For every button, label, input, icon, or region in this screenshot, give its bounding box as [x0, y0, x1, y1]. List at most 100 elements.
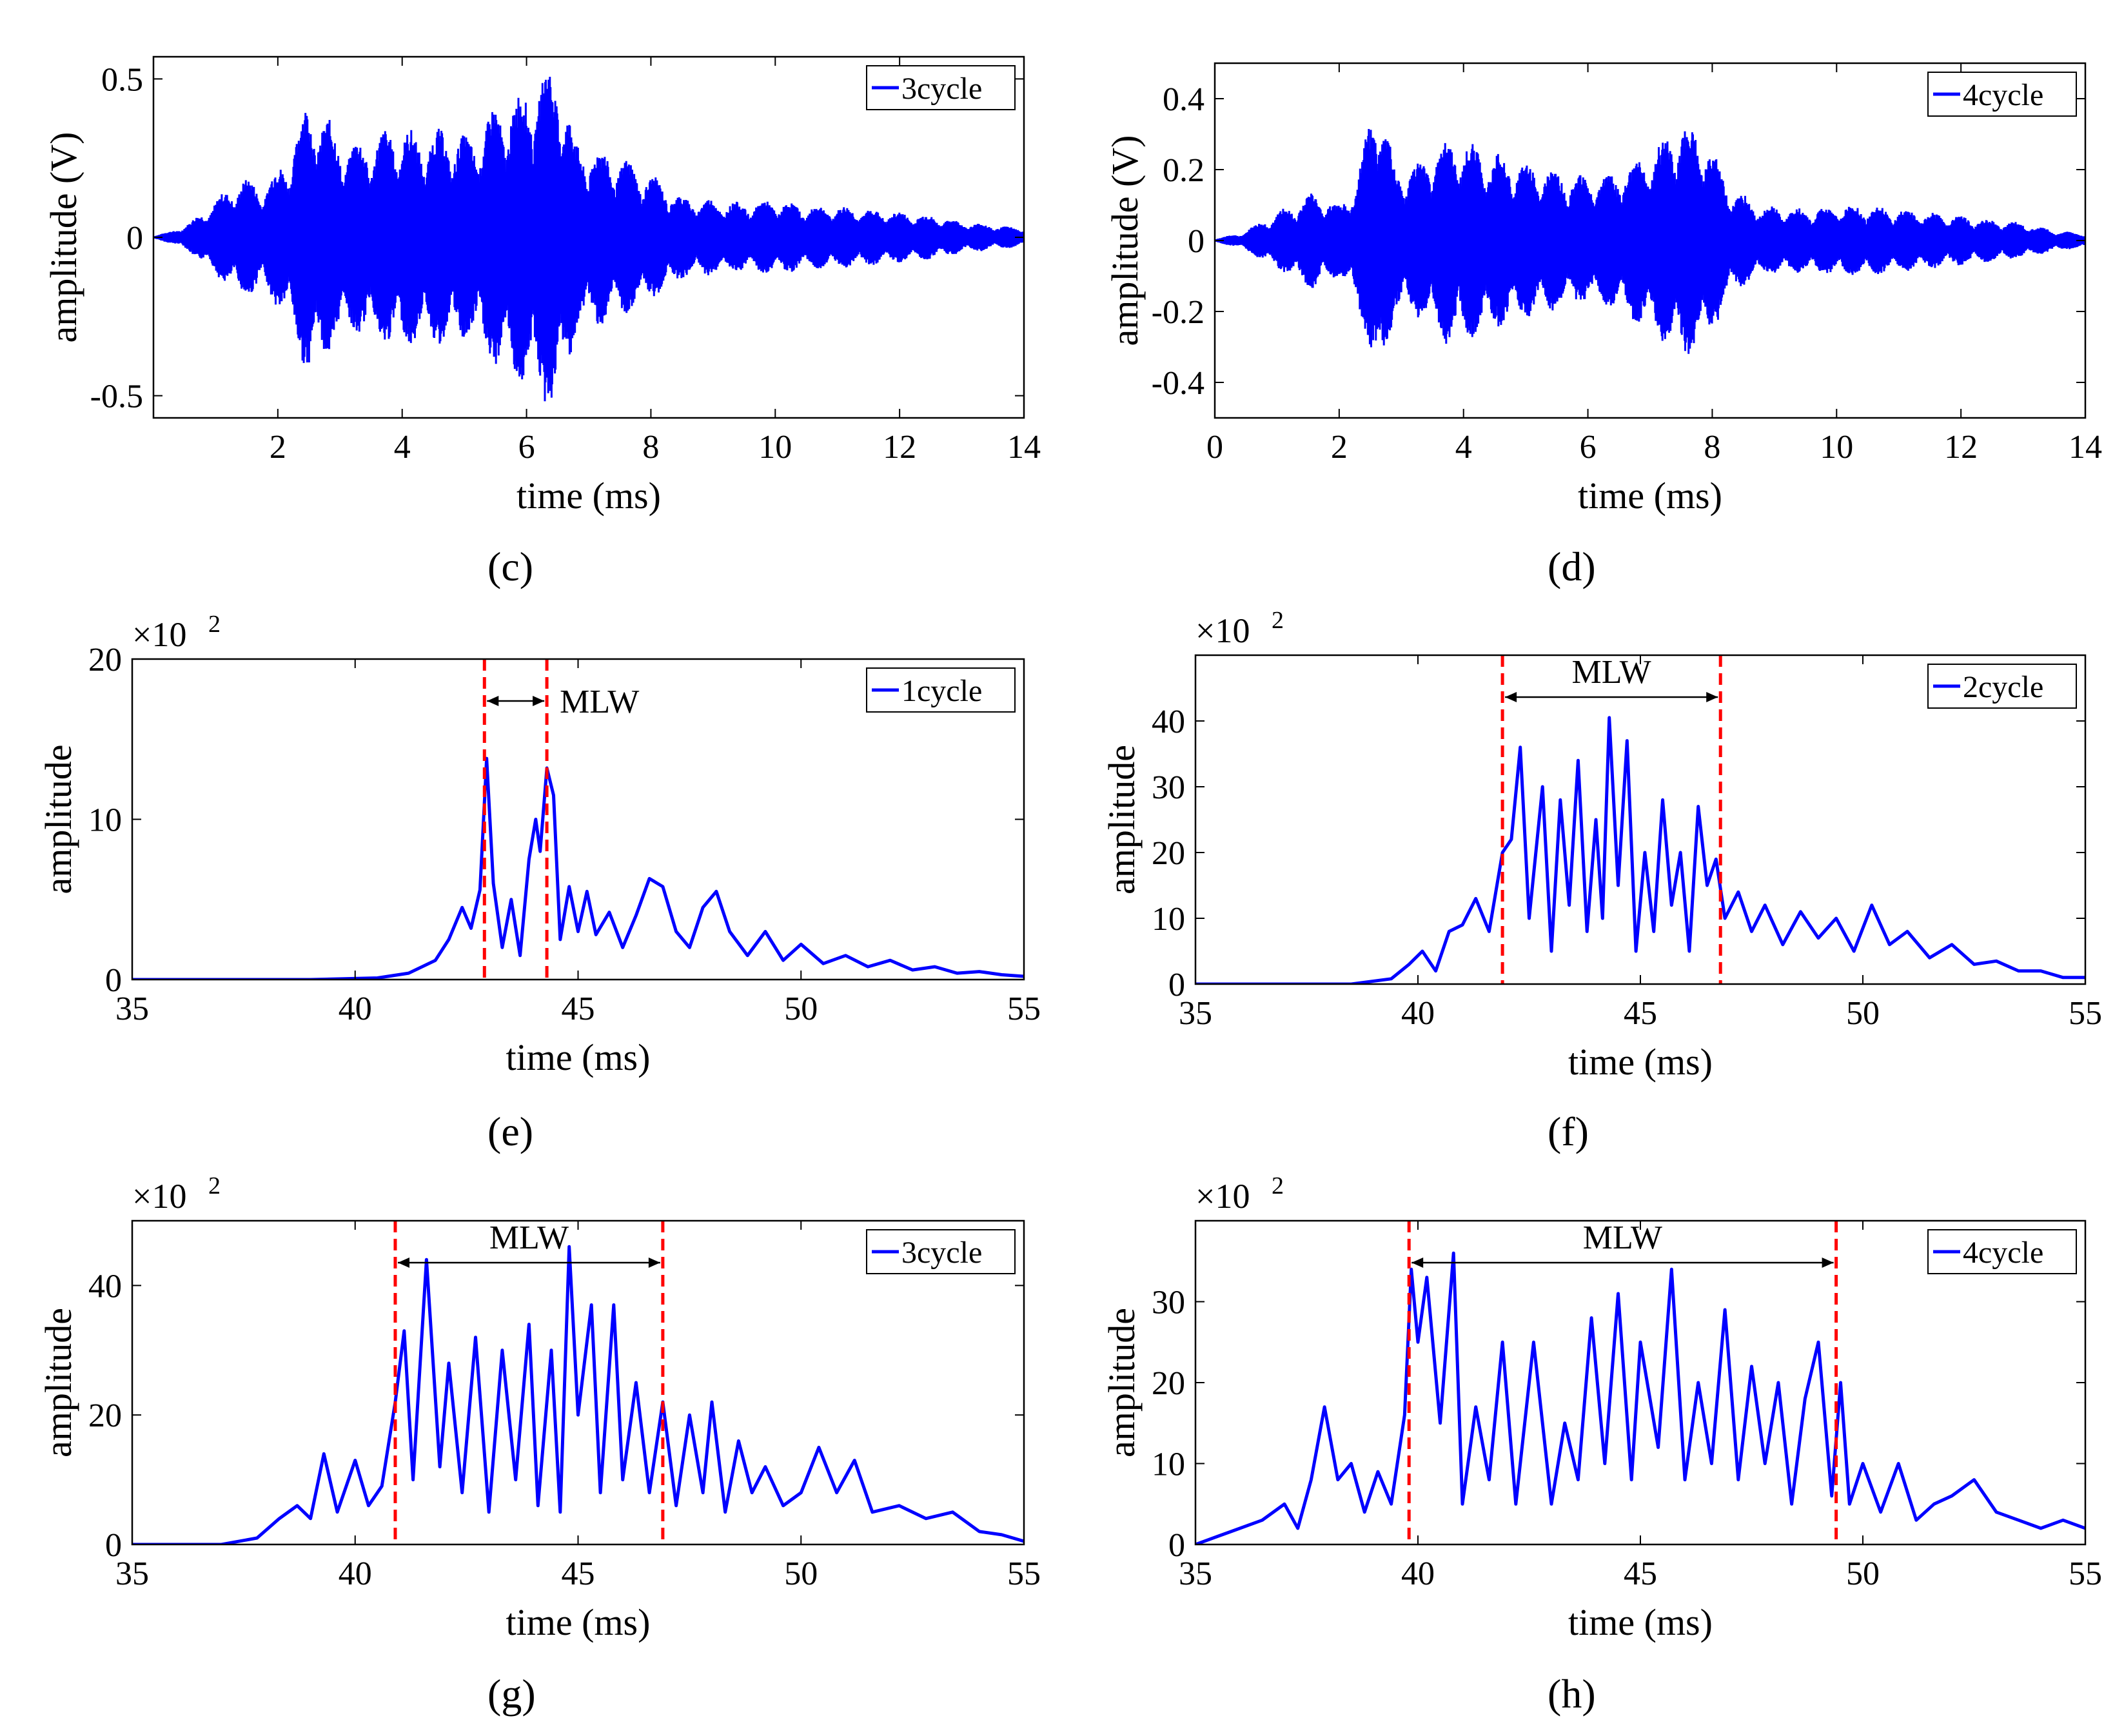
- y-tick-label: -0.4: [1152, 365, 1205, 402]
- chart-g: MLW 35 40 45 50 55 0 20 40 ×10 2 time (ms) amplitude…: [37, 1172, 1041, 1643]
- legend: 2cycle: [1927, 664, 2077, 709]
- y-tick-label: 0: [105, 1527, 122, 1564]
- y-tick-label: 40: [1152, 704, 1185, 740]
- y-tick-label: 20: [88, 642, 122, 678]
- x-tick-label: 8: [642, 429, 659, 466]
- x-tick-label: 35: [115, 991, 149, 1027]
- y-tick-label: 20: [1152, 1365, 1185, 1402]
- x-axis-label: time (ms): [1578, 475, 1722, 517]
- y-tick-label: 0.5: [101, 61, 143, 98]
- y-axis-label: amplitude: [37, 745, 79, 894]
- x-tick-label: 40: [1401, 995, 1435, 1032]
- y-tick-label: 30: [1152, 769, 1185, 806]
- x-tick-label: 14: [2069, 429, 2102, 466]
- legend-label: 1cycle: [901, 674, 982, 708]
- mlw-arrowhead-right: [648, 1258, 660, 1268]
- y-tick-label: 0.2: [1163, 152, 1205, 189]
- legend: 3cycle: [866, 65, 1016, 110]
- exponent-power: 2: [208, 1172, 221, 1199]
- x-tick-label: 35: [115, 1555, 149, 1592]
- x-tick-label: 4: [1455, 429, 1472, 466]
- plot-area: [1195, 716, 2085, 984]
- x-tick-label: 8: [1704, 429, 1720, 466]
- legend-label: 4cycle: [1963, 1236, 2043, 1270]
- mlw-label: MLW: [1583, 1219, 1662, 1256]
- plot-area: [153, 77, 1024, 402]
- x-tick-label: 12: [1944, 429, 1978, 466]
- y-tick-label: -0.2: [1152, 294, 1205, 331]
- x-tick-label: 55: [1007, 991, 1041, 1027]
- exponent-label: ×10: [1195, 1177, 1250, 1216]
- mlw-arrowhead-right: [533, 696, 545, 706]
- x-tick-label: 2: [1331, 429, 1348, 466]
- mlw-label: MLW: [1572, 654, 1651, 691]
- legend-label: 3cycle: [901, 1236, 982, 1270]
- x-tick-label: 50: [784, 1555, 818, 1592]
- x-tick-label: 0: [1206, 429, 1223, 466]
- mlw-arrowhead-left: [1505, 692, 1517, 702]
- x-axis-label: time (ms): [506, 1036, 651, 1078]
- x-axis-label: time (ms): [516, 475, 661, 517]
- waveform-series: [153, 77, 1024, 402]
- x-tick-label: 45: [562, 1555, 595, 1592]
- x-tick-label: 4: [394, 429, 411, 466]
- chart-f: MLW 35 40 45 50 55 0 10 20 30 40 ×10 2 time (ms) ampli…: [1101, 607, 2102, 1083]
- chart-e: MLW 35 40 45 50 55 0 10 20 ×10 2 time (ms) amplitude…: [37, 611, 1041, 1078]
- plot-area: [132, 756, 1024, 980]
- x-tick-label: 50: [1846, 1555, 1880, 1592]
- legend: 3cycle: [866, 1229, 1016, 1274]
- plot-area: [1195, 1251, 2085, 1544]
- x-tick-label: 40: [339, 1555, 372, 1592]
- x-tick-label: 50: [1846, 995, 1880, 1032]
- legend-label: 2cycle: [1963, 670, 2043, 704]
- x-tick-label: 40: [339, 991, 372, 1027]
- x-tick-label: 10: [1820, 429, 1853, 466]
- y-tick-label: 0: [1168, 967, 1185, 1003]
- y-tick-label: 0: [126, 220, 143, 257]
- exponent-power: 2: [1272, 1172, 1284, 1199]
- x-tick-label: 35: [1179, 1555, 1212, 1592]
- mlw-label: MLW: [489, 1219, 569, 1256]
- x-tick-label: 6: [518, 429, 535, 466]
- x-tick-label: 2: [270, 429, 286, 466]
- x-tick-label: 45: [562, 991, 595, 1027]
- x-tick-label: 45: [1624, 995, 1657, 1032]
- legend-label: 3cycle: [901, 72, 982, 106]
- x-tick-label: 6: [1580, 429, 1597, 466]
- exponent-power: 2: [208, 611, 221, 638]
- panel-caption-c: (c): [487, 544, 534, 589]
- mlw-arrowhead-right: [1706, 692, 1718, 702]
- mlw-arrowhead-right: [1822, 1258, 1834, 1268]
- mlw-arrowhead-left: [1411, 1258, 1424, 1268]
- panel-caption-h: (h): [1548, 1671, 1596, 1717]
- y-tick-label: 0: [1188, 223, 1205, 260]
- legend-label: 4cycle: [1963, 78, 2043, 112]
- y-tick-label: 20: [1152, 835, 1185, 872]
- x-tick-label: 55: [1007, 1555, 1041, 1592]
- plot-area: [1215, 128, 2085, 354]
- x-tick-label: 10: [758, 429, 792, 466]
- y-tick-label: 20: [88, 1397, 122, 1434]
- panel-caption-e: (e): [487, 1109, 534, 1154]
- exponent-power: 2: [1272, 607, 1284, 634]
- y-axis-label: amplitude (V): [1104, 135, 1146, 346]
- exponent-label: ×10: [132, 1177, 186, 1216]
- y-axis-label: amplitude: [1101, 745, 1143, 894]
- mlw-arrowhead-left: [487, 696, 499, 706]
- y-axis-label: amplitude (V): [43, 132, 84, 343]
- x-axis-label: time (ms): [506, 1601, 651, 1643]
- x-tick-label: 14: [1007, 429, 1041, 466]
- y-tick-label: 10: [1152, 1446, 1185, 1483]
- chart-h: MLW 35 40 45 50 55 0 10 20 30 ×10 2 time (ms) amplitu…: [1101, 1172, 2102, 1643]
- x-axis-label: time (ms): [1568, 1041, 1713, 1083]
- y-tick-label: 40: [88, 1268, 122, 1305]
- x-tick-label: 45: [1624, 1555, 1657, 1592]
- exponent-label: ×10: [1195, 611, 1250, 650]
- x-tick-label: 12: [883, 429, 916, 466]
- spectrum-series: [132, 756, 1024, 980]
- y-tick-label: 10: [1152, 901, 1185, 938]
- y-tick-label: 0: [105, 962, 122, 999]
- x-axis-label: time (ms): [1568, 1601, 1713, 1643]
- spectrum-series: [1195, 716, 2085, 984]
